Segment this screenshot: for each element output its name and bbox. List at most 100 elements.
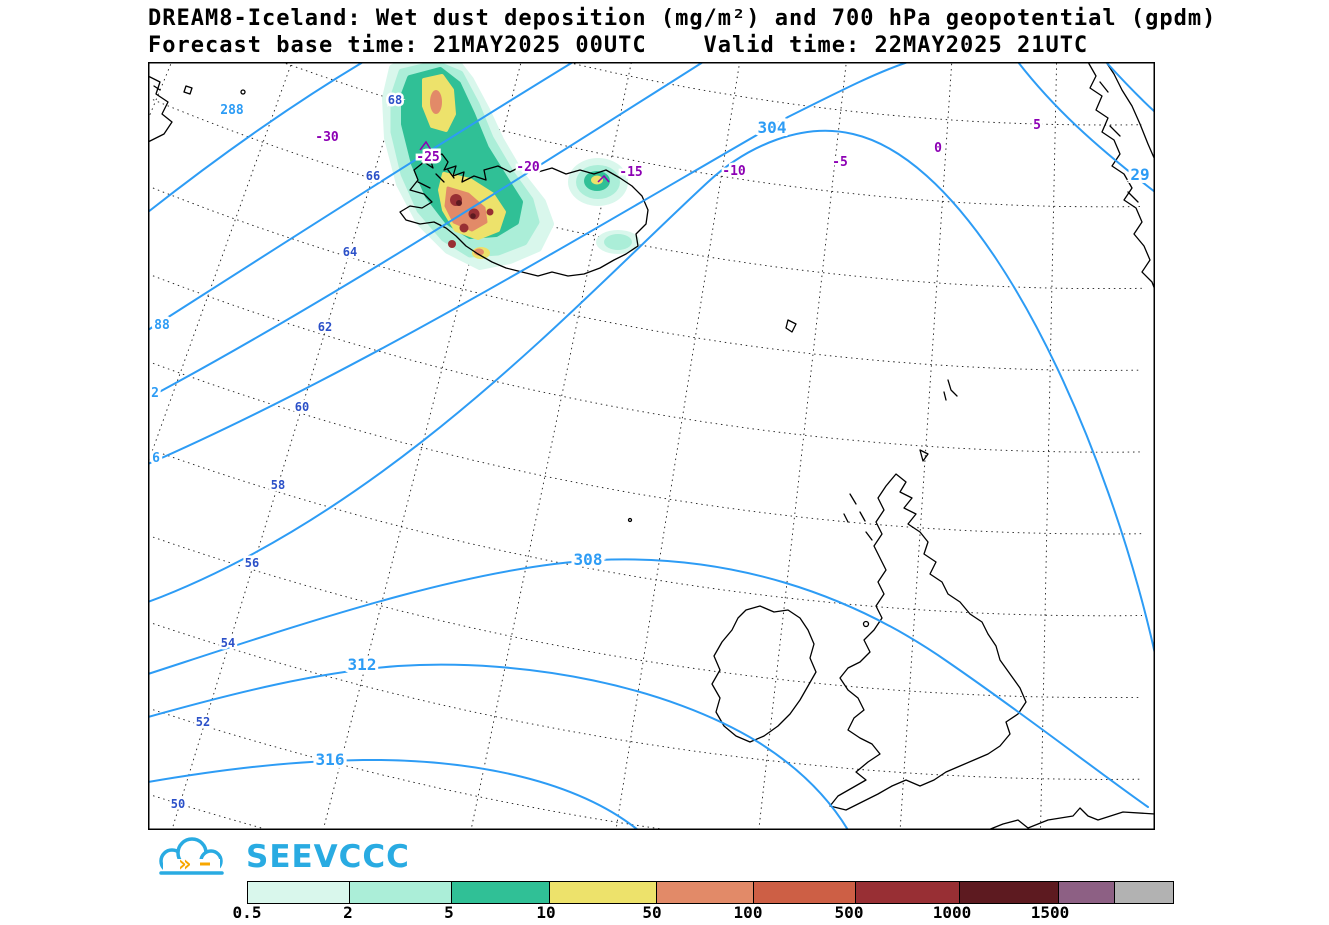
seevccc-cloud-icon: » [159, 837, 224, 877]
temperature-contour-marks [419, 140, 610, 183]
colorbar [247, 881, 1174, 904]
latitude-label: 54 [221, 636, 235, 650]
latitude-label: 58 [271, 478, 285, 492]
dust-area-level2-south [604, 234, 632, 250]
colorbar-segment [960, 882, 1059, 903]
forecast-map: 288 88 2 6 304 29 308 312 316 68 66 64 62 60 58 56 54 52 5… [148, 62, 1155, 830]
geopotential-contour-label: 288 [220, 103, 244, 118]
latitude-label: 66 [366, 169, 380, 183]
map-frame [148, 62, 1155, 830]
temperature-label: -10 [722, 164, 746, 179]
colorbar-segment [452, 882, 550, 903]
latitude-label: 56 [245, 556, 259, 570]
geopotential-contour-label: 2 [151, 386, 159, 401]
contour-308 [148, 558, 1149, 808]
greenland-coast [148, 75, 193, 143]
contour-312 [148, 663, 849, 830]
temperature-label: -20 [516, 160, 540, 175]
temperature-label: 0 [934, 141, 942, 156]
iceland-coast [399, 153, 649, 277]
dust-core-max [470, 213, 476, 219]
latitude-label: 64 [343, 245, 357, 259]
dust-core-max [456, 200, 462, 206]
temperature-label: -15 [619, 165, 642, 180]
latitude-label: 60 [295, 400, 309, 414]
coastlines [148, 62, 1155, 830]
colorbar-label: 1500 [1030, 903, 1070, 922]
latitude-line [148, 97, 1143, 290]
contour-292 [148, 62, 574, 331]
contour-288 [148, 62, 364, 213]
latitude-label: 68 [388, 93, 402, 107]
temperature-label: 5 [1033, 118, 1041, 133]
dust-core [459, 223, 469, 233]
colorbar-label: 2 [343, 903, 353, 922]
temperature-label: -30 [315, 130, 339, 145]
seevccc-logo: » SEEVCCC [148, 833, 410, 881]
latitude-label: 52 [196, 715, 210, 729]
temperature-tick [597, 174, 610, 183]
colorbar-label: 10 [536, 903, 556, 922]
norway-coast [1087, 62, 1155, 291]
orkney-islands [919, 449, 929, 462]
colorbar-segment [754, 882, 856, 903]
colorbar-segment [248, 882, 350, 903]
colorbar-segment [657, 882, 754, 903]
contour-296-northeast [1017, 62, 1155, 193]
chart-subtitle: Forecast base time: 21MAY2025 00UTC Vali… [148, 33, 1089, 58]
geopotential-contour-label: 88 [154, 318, 170, 333]
geopotential-contour-label: 304 [758, 118, 787, 137]
contour-300 [148, 62, 909, 465]
colorbar-label: 100 [733, 903, 763, 922]
geopotential-contour-label: 312 [348, 655, 377, 674]
geopotential-contour-label: 6 [152, 451, 160, 466]
temperature-tick [419, 140, 432, 151]
hebrides-islands [843, 493, 873, 541]
colorbar-label: 50 [642, 903, 662, 922]
ireland-coast [711, 605, 817, 743]
latitude-label: 50 [171, 797, 185, 811]
temperature-label: -25 [416, 150, 439, 165]
colorbar-label: 1000 [932, 903, 972, 922]
map-labels: 288 88 2 6 304 29 308 312 316 68 66 64 62 60 58 56 54 52 5… [148, 91, 1153, 814]
logo-arrows: » [178, 852, 191, 877]
colorbar-label: 0.5 [232, 903, 262, 922]
colorbar-segment [350, 882, 452, 903]
dust-area-level4-east [591, 175, 603, 185]
geopotential-contour-label: 29 [1130, 165, 1149, 184]
small-island-dot [627, 517, 633, 523]
great-britain-coast [829, 473, 1027, 811]
contour-316 [148, 758, 639, 830]
latitude-line [148, 185, 1143, 371]
colorbar-segment [1115, 882, 1173, 903]
colorbar-label: 5 [444, 903, 454, 922]
france-coast [987, 807, 1155, 830]
faroe-islands [785, 319, 797, 333]
colorbar-segment [550, 882, 657, 903]
contour-292-northeast [1105, 62, 1155, 113]
norway-fjords [1099, 62, 1155, 203]
dust-core [486, 208, 494, 216]
latitude-label: 62 [318, 320, 332, 334]
colorbar-segment [856, 882, 960, 903]
isle-of-man [862, 620, 870, 628]
iceland-fjords [417, 169, 455, 189]
contour-296 [148, 62, 704, 399]
contour-304 [148, 129, 1155, 655]
geopotential-contour-label: 316 [316, 750, 345, 769]
temperature-label: -5 [832, 155, 848, 170]
latitude-line [148, 360, 1143, 535]
colorbar-label: 500 [834, 903, 864, 922]
latitude-line [148, 448, 1143, 617]
dust-deposition-layer [382, 62, 640, 270]
chart-title: DREAM8-Iceland: Wet dust deposition (mg/… [148, 6, 1217, 31]
colorbar-segment [1059, 882, 1115, 903]
map-background [148, 62, 1155, 830]
graticule-grid [148, 62, 1143, 830]
colorbar-labels: 0.5 2 5 10 50 100 500 1000 1500 [233, 903, 1167, 923]
dust-core [448, 240, 456, 248]
dust-area-level5-north [430, 90, 442, 114]
jan-mayen-island [240, 89, 246, 95]
latitude-line [148, 273, 1143, 453]
geopotential-contour-label: 308 [574, 550, 603, 569]
